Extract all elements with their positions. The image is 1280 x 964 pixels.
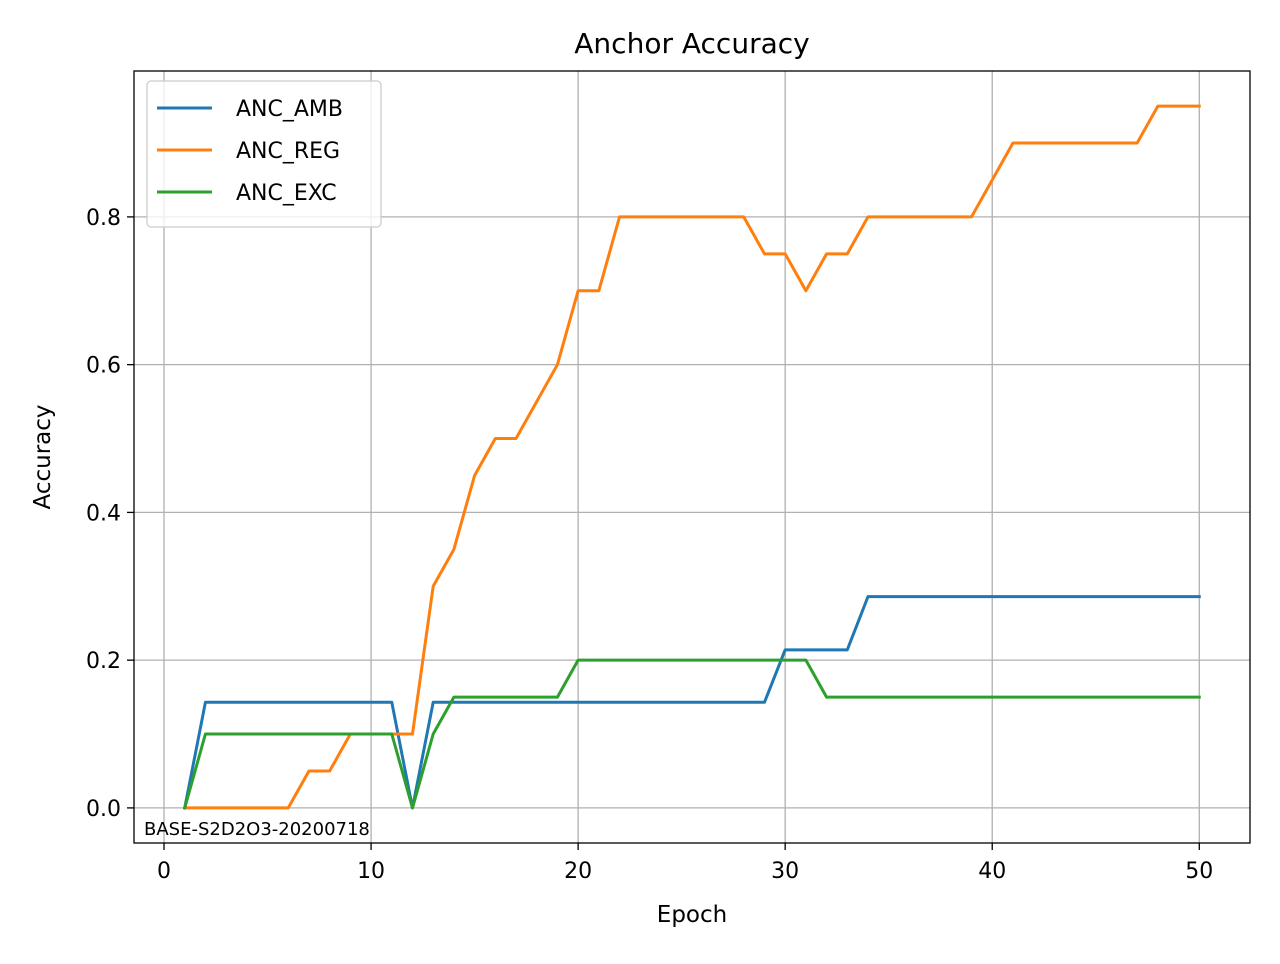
axis-ticks: 0 10 20 30 40 50 0.0 0.2 0.4 0.6 0.8 (86, 206, 1213, 884)
x-tick-label: 40 (978, 859, 1006, 884)
x-axis-label: Epoch (657, 902, 727, 928)
legend-label: ANC_AMB (236, 97, 343, 122)
x-tick-label: 0 (157, 859, 171, 884)
legend-label: ANC_REG (236, 139, 340, 164)
y-tick-label: 0.6 (86, 354, 121, 379)
legend-items: ANC_AMB ANC_REG ANC_EXC (157, 97, 343, 206)
y-tick-label: 0.0 (86, 797, 121, 822)
series-lines (182, 104, 1201, 810)
y-axis-label: Accuracy (30, 404, 56, 509)
legend: ANC_AMB ANC_REG ANC_EXC (146, 80, 382, 228)
y-tick-label: 0.4 (86, 501, 121, 526)
y-tick-label: 0.8 (86, 206, 121, 231)
plot-frame (133, 70, 1251, 844)
x-tick-label: 30 (771, 859, 799, 884)
series-line-anc-exc (182, 658, 1201, 810)
y-tick-label: 0.2 (86, 649, 121, 674)
chart-title: Anchor Accuracy (574, 27, 809, 60)
run-id-annotation: BASE-S2D2O3-20200718 (144, 819, 370, 840)
x-tick-label: 50 (1185, 859, 1213, 884)
x-tick-label: 10 (357, 859, 385, 884)
x-tick-label: 20 (564, 859, 592, 884)
series-line-anc-amb (182, 595, 1201, 810)
legend-label: ANC_EXC (236, 181, 337, 206)
